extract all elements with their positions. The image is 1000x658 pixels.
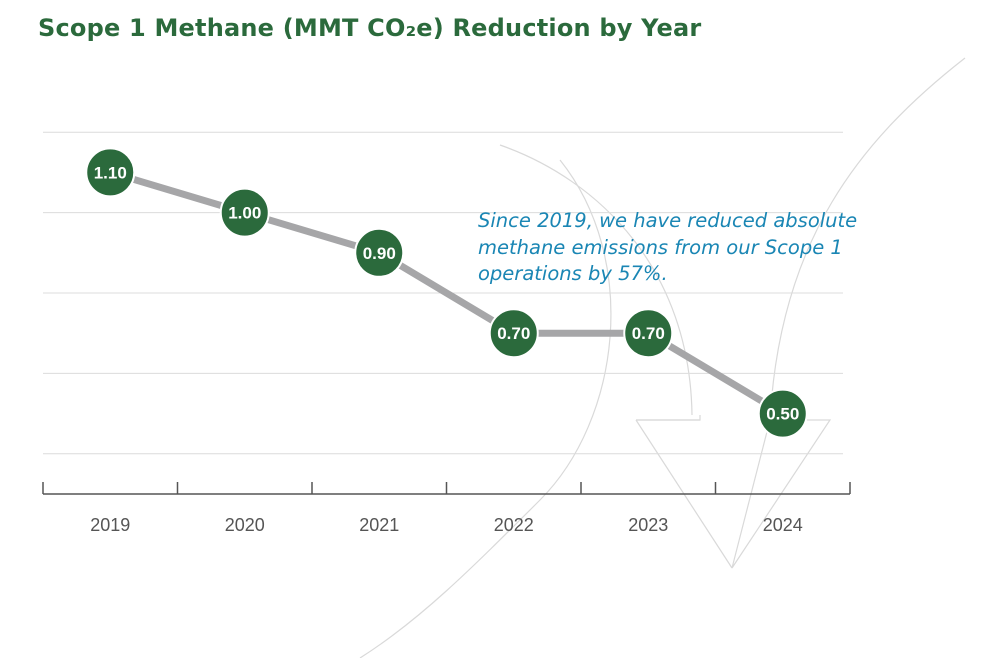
decorative-arrow-head: [636, 415, 832, 569]
data-label-2019: 1.10: [94, 163, 127, 182]
x-tick-label-2019: 2019: [90, 515, 130, 535]
x-tick-label-2024: 2024: [763, 515, 803, 535]
x-tick-label-2020: 2020: [225, 515, 265, 535]
data-point-2020: [219, 187, 270, 238]
x-axis: [42, 482, 851, 495]
x-tick-label-2021: 2021: [359, 515, 399, 535]
data-point-2024: [757, 388, 808, 439]
data-point-2022: [488, 308, 539, 359]
decorative-swoosh-lower: [359, 159, 612, 658]
data-label-2021: 0.90: [363, 244, 396, 263]
data-markers: 1.10 1.00 0.90 0.70 0.70 0.50: [85, 147, 808, 439]
data-label-2022: 0.70: [497, 324, 530, 343]
decorative-arrow: [359, 57, 966, 658]
data-point-2019: [85, 147, 136, 198]
data-label-2024: 0.50: [766, 405, 799, 424]
data-label-2023: 0.70: [632, 324, 665, 343]
decorative-arrow-swoosh: [769, 57, 966, 421]
data-point-2023: [623, 308, 674, 359]
x-tick-label-2022: 2022: [494, 515, 534, 535]
x-tick-label-2023: 2023: [628, 515, 668, 535]
chart-annotation: Since 2019, we have reduced absolute met…: [478, 209, 858, 285]
data-point-2021: [354, 227, 405, 278]
data-label-2020: 1.00: [228, 204, 261, 223]
x-tick-labels: 2019 2020 2021 2022 2023 2024: [90, 515, 803, 535]
chart-title: Scope 1 Methane (MMT CO₂e) Reduction by …: [38, 14, 702, 42]
